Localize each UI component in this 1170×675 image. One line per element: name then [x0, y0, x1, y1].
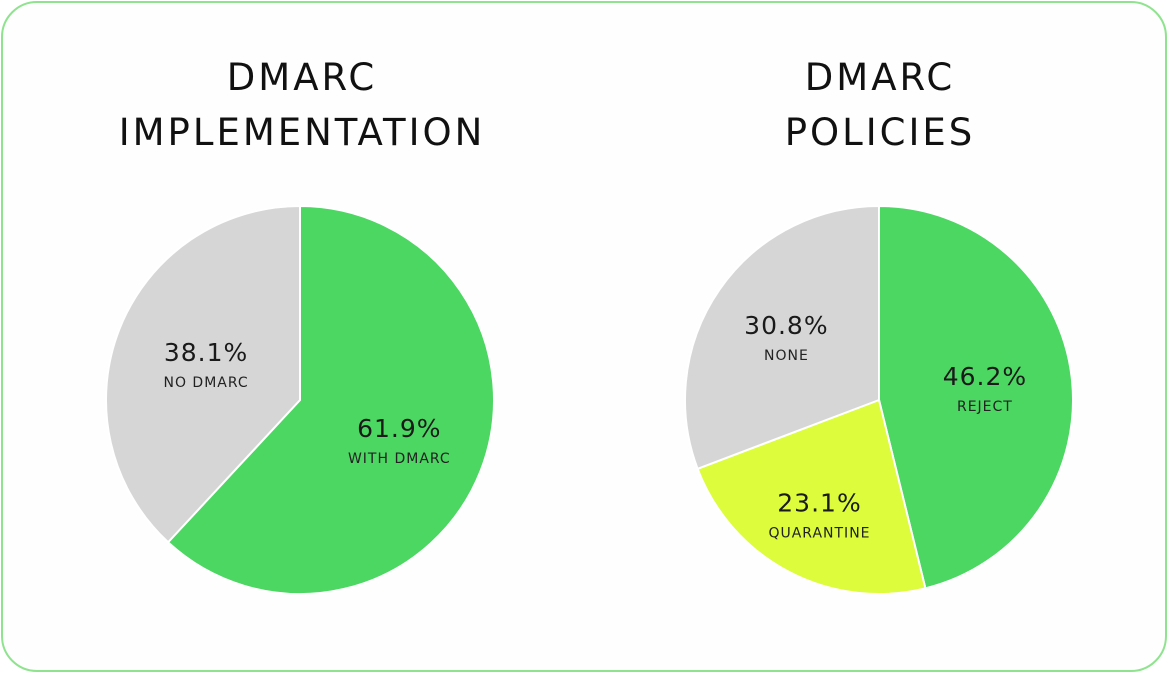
- chart-title-line-2: IMPLEMENTATION: [119, 111, 486, 154]
- slice-category-label: REJECT: [957, 399, 1013, 415]
- pie-slice-reject: [878, 204, 1074, 590]
- slice-value-label: 38.1%: [164, 338, 248, 367]
- pie-slices: [105, 204, 495, 595]
- pie-slice-no-dmarc: [105, 204, 301, 544]
- pie-labels: 61.9% WITH DMARC 38.1% NO DMARC: [163, 338, 451, 467]
- slice-category-label: NONE: [764, 348, 809, 364]
- chart-dmarc-implementation: DMARC IMPLEMENTATION 61.9% WITH DMARC 38.1…: [105, 56, 495, 595]
- chart-title-line-1: DMARC: [227, 56, 377, 99]
- pie-slice-with-dmarc: [166, 204, 495, 595]
- slice-category-label: WITH DMARC: [348, 451, 451, 467]
- pie-slice-quarantine: [696, 398, 927, 595]
- slice-category-label: QUARANTINE: [768, 525, 870, 541]
- slice-value-label: 23.1%: [777, 488, 861, 517]
- slice-value-label: 61.9%: [357, 414, 441, 443]
- pie-labels: 46.2% REJECT 23.1% QUARANTINE 30.8% NONE: [744, 311, 1027, 541]
- slice-value-label: 30.8%: [744, 311, 828, 340]
- pie-slice-none: [684, 204, 880, 471]
- pie-slices: [684, 204, 1074, 595]
- chart-title-line-2: POLICIES: [785, 111, 976, 154]
- chart-dmarc-policies: DMARC POLICIES 46.2% REJECT 23.1% QUARANTIN…: [684, 56, 1074, 595]
- slice-value-label: 46.2%: [943, 362, 1027, 391]
- chart-title-line-1: DMARC: [805, 56, 955, 99]
- slice-category-label: NO DMARC: [163, 375, 248, 391]
